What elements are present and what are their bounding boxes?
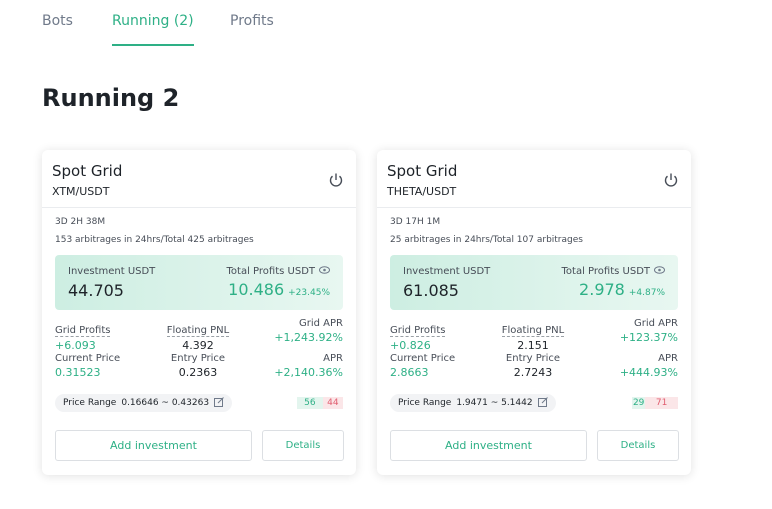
bot-card: Spot Grid XTM/USDT 3D 2H 38M 153 arbitrages… <box>42 150 356 475</box>
stat: Floating PNL 4.392 <box>148 318 248 352</box>
stat-value: +2,140.36% <box>274 366 343 379</box>
tab[interactable]: Bots <box>42 13 73 29</box>
tab[interactable]: Profits <box>230 13 274 29</box>
price-range-value: 0.16646 ~ 0.43263 <box>121 398 210 408</box>
stat-label: Grid Profits <box>390 325 446 337</box>
duration: 3D 17H 1M <box>390 217 441 227</box>
stat-value: +6.093 <box>55 339 96 352</box>
eye-icon[interactable] <box>319 266 330 277</box>
stat-label: Current Price <box>55 353 121 364</box>
stat-label: Current Price <box>390 353 456 364</box>
power-icon[interactable] <box>663 172 679 192</box>
stat: Grid APR +123.37% <box>620 318 678 344</box>
buy-ratio: 56 <box>297 397 323 409</box>
stat-label: Floating PNL <box>166 325 230 337</box>
power-icon[interactable] <box>328 172 344 192</box>
stat: Current Price 0.31523 <box>55 353 120 379</box>
stat: APR +2,140.36% <box>274 353 343 379</box>
stat-value: +1,243.92% <box>274 331 343 344</box>
investment-label: Investment USDT <box>403 266 491 277</box>
add-investment-button[interactable]: Add investment <box>55 430 252 461</box>
investment: 61.085 <box>403 281 459 300</box>
buy-sell-ratio: 29 71 <box>632 397 678 409</box>
stat: Current Price 2.8663 <box>390 353 455 379</box>
divider <box>377 207 691 208</box>
stat: Grid APR +1,243.92% <box>274 318 343 344</box>
card-title: Spot Grid <box>52 162 123 180</box>
tab-underline <box>112 44 194 46</box>
buy-sell-ratio: 56 44 <box>297 397 343 409</box>
details-button[interactable]: Details <box>597 430 679 461</box>
stat-label: Grid APR <box>634 318 678 329</box>
total-profits-label: Total Profits USDT <box>226 266 315 277</box>
sell-ratio: 71 <box>645 397 678 409</box>
stat-value: 0.31523 <box>55 366 101 379</box>
sell-ratio: 44 <box>322 397 343 409</box>
total-profits-pct: +23.45% <box>288 288 330 298</box>
arbitrages: 153 arbitrages in 24hrs/Total 425 arbitr… <box>55 235 254 245</box>
edit-icon[interactable] <box>537 396 548 410</box>
summary-box: Investment USDT 61.085 Total Profits USDT 2… <box>390 255 678 310</box>
stat-label: Grid Profits <box>55 325 111 337</box>
total-profits: 2.978 <box>579 280 625 299</box>
stat: Grid Profits +0.826 <box>390 318 446 352</box>
stat-label: Grid APR <box>299 318 343 329</box>
buy-ratio: 29 <box>632 397 646 409</box>
stat: Entry Price 2.7243 <box>483 353 583 379</box>
total-profits: 10.486 <box>228 280 285 299</box>
investment: 44.705 <box>68 281 124 300</box>
duration: 3D 2H 38M <box>55 217 106 227</box>
stat-value: 2.7243 <box>513 366 553 379</box>
price-range-value: 1.9471 ~ 5.1442 <box>456 398 533 408</box>
stat: Entry Price 0.2363 <box>148 353 248 379</box>
total-profits-label-row: Total Profits USDT <box>227 266 330 277</box>
stat-label: Floating PNL <box>501 325 565 337</box>
stat-value: 2.8663 <box>390 366 429 379</box>
divider <box>42 207 356 208</box>
pair: XTM/USDT <box>52 185 110 198</box>
stat-value: 0.2363 <box>178 366 218 379</box>
arbitrages: 25 arbitrages in 24hrs/Total 107 arbitra… <box>390 235 583 245</box>
stat-value: +123.37% <box>619 331 678 344</box>
price-range: Price Range 0.16646 ~ 0.43263 <box>55 394 233 412</box>
heading: Running 2 <box>42 84 180 112</box>
stat-label: APR <box>323 353 343 364</box>
stat: APR +444.93% <box>620 353 678 379</box>
stat-value: +444.93% <box>619 366 678 379</box>
bot-card: Spot Grid THETA/USDT 3D 17H 1M 25 arbitrage… <box>377 150 691 475</box>
stat-label: Entry Price <box>170 353 226 364</box>
details-button[interactable]: Details <box>262 430 344 461</box>
stat: Floating PNL 2.151 <box>483 318 583 352</box>
total-profits-label: Total Profits USDT <box>561 266 650 277</box>
total-profits-row: 2.978 +4.87% <box>579 280 665 299</box>
stat-label: Entry Price <box>505 353 561 364</box>
stat-value: +0.826 <box>390 339 431 352</box>
edit-icon[interactable] <box>214 396 224 410</box>
price-range: Price Range 1.9471 ~ 5.1442 <box>390 394 556 412</box>
total-profits-pct: +4.87% <box>628 288 665 298</box>
stat-value: 4.392 <box>182 339 214 352</box>
stat-value: 2.151 <box>517 339 549 352</box>
eye-icon[interactable] <box>654 266 665 277</box>
pair: THETA/USDT <box>387 185 457 198</box>
summary-box: Investment USDT 44.705 Total Profits USDT 1… <box>55 255 343 310</box>
total-profits-label-row: Total Profits USDT <box>562 266 665 277</box>
investment-label: Investment USDT <box>68 266 156 277</box>
add-investment-button[interactable]: Add investment <box>390 430 587 461</box>
tab[interactable]: Running (2) <box>112 13 194 29</box>
total-profits-row: 10.486 +23.45% <box>228 280 330 299</box>
card-title: Spot Grid <box>387 162 458 180</box>
stat-label: APR <box>658 353 678 364</box>
price-range-label: Price Range <box>398 398 452 408</box>
stat: Grid Profits +6.093 <box>55 318 111 352</box>
price-range-label: Price Range <box>63 398 117 408</box>
